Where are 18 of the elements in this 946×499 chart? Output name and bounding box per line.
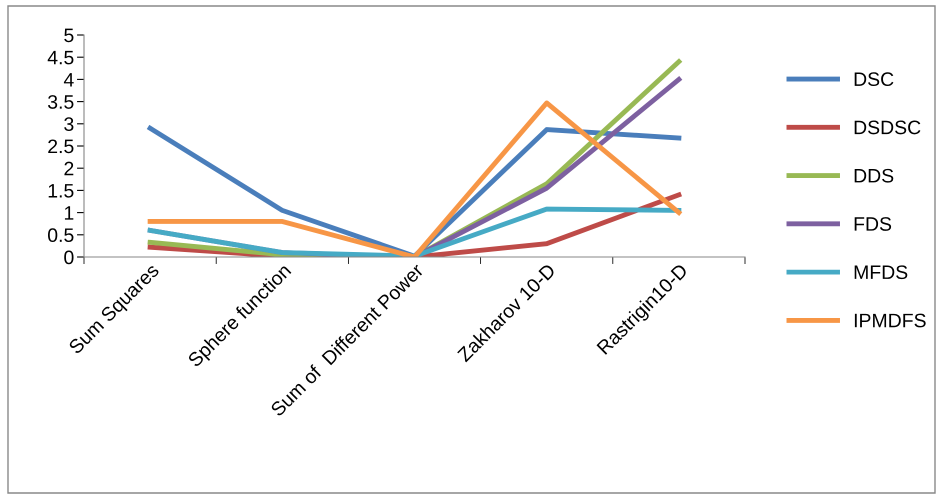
y-tick-label: 0: [64, 250, 74, 264]
legend-label: DSDSC: [854, 120, 920, 134]
y-tick-label: 2.5: [48, 139, 74, 154]
legend-label: DDS: [854, 168, 894, 183]
legend-label: FDS: [854, 217, 892, 231]
legend-label: IPMDFS: [854, 314, 926, 328]
y-tick-label: 3.5: [48, 95, 74, 109]
legend-label: MFDS: [854, 265, 908, 280]
y-tick-label: 2: [64, 162, 74, 176]
y-tick-label: 4.5: [48, 50, 74, 64]
y-tick-label: 1: [64, 206, 74, 220]
legend-label: DSC: [854, 72, 894, 86]
y-tick-label: 4: [64, 73, 74, 86]
y-tick-label: 0.5: [48, 228, 74, 242]
y-tick-label: 1.5: [48, 184, 74, 198]
y-tick-label: 3: [64, 117, 74, 132]
y-tick-label: 5: [64, 28, 74, 42]
line-series: [148, 206, 682, 257]
